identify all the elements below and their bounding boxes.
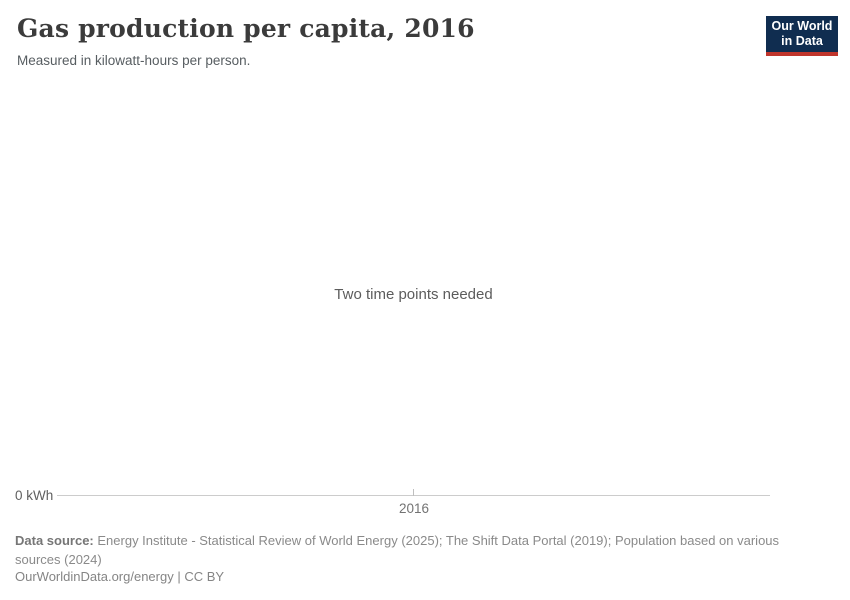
data-source-text: Energy Institute - Statistical Review of… [15, 533, 780, 567]
owid-logo-line2: in Data [781, 34, 823, 48]
owid-logo[interactable]: Our World in Data [766, 16, 838, 56]
empty-state-message: Two time points needed [334, 286, 493, 303]
x-axis-tick-label: 2016 [398, 501, 430, 516]
chart-subtitle: Measured in kilowatt-hours per person. [17, 53, 251, 68]
data-source-label: Data source: [15, 533, 94, 548]
x-axis-tick [413, 489, 414, 496]
data-source-note: Data source: Energy Institute - Statisti… [15, 532, 817, 569]
y-axis-zero-label: 0 kWh [15, 488, 54, 503]
credit-link[interactable]: OurWorldinData.org/energy | CC BY [15, 569, 225, 584]
owid-logo-line1: Our World [771, 19, 833, 33]
page-title: Gas production per capita, 2016 [17, 14, 475, 43]
